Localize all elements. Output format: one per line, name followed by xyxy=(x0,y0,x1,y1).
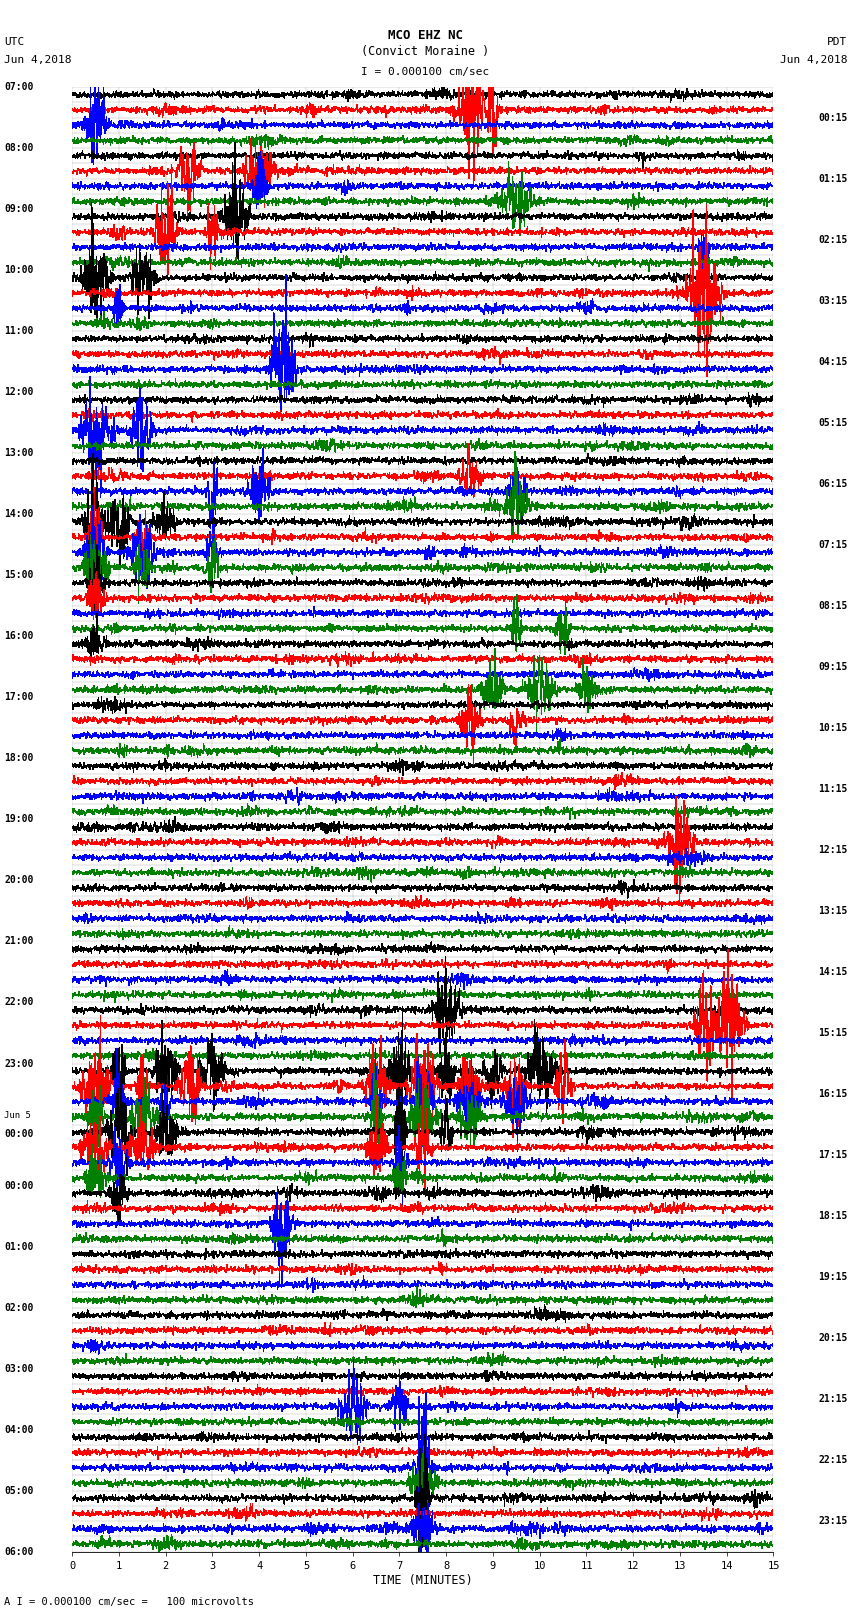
Text: 14:00: 14:00 xyxy=(4,510,34,519)
Text: 02:15: 02:15 xyxy=(818,234,847,245)
Text: (Convict Moraine ): (Convict Moraine ) xyxy=(361,45,489,58)
Text: 10:00: 10:00 xyxy=(4,265,34,276)
Text: Jun 4,2018: Jun 4,2018 xyxy=(4,55,71,65)
Text: 21:15: 21:15 xyxy=(818,1394,847,1405)
Text: 22:15: 22:15 xyxy=(818,1455,847,1465)
Text: 01:15: 01:15 xyxy=(818,174,847,184)
X-axis label: TIME (MINUTES): TIME (MINUTES) xyxy=(373,1574,473,1587)
Text: 05:15: 05:15 xyxy=(818,418,847,427)
Text: 15:00: 15:00 xyxy=(4,571,34,581)
Text: 04:00: 04:00 xyxy=(4,1424,34,1434)
Text: 13:00: 13:00 xyxy=(4,448,34,458)
Text: 16:00: 16:00 xyxy=(4,631,34,642)
Text: 21:00: 21:00 xyxy=(4,937,34,947)
Text: A I = 0.000100 cm/sec =   100 microvolts: A I = 0.000100 cm/sec = 100 microvolts xyxy=(4,1597,254,1607)
Text: 23:15: 23:15 xyxy=(818,1516,847,1526)
Text: 20:00: 20:00 xyxy=(4,876,34,886)
Text: 06:00: 06:00 xyxy=(4,1547,34,1557)
Text: 08:15: 08:15 xyxy=(818,600,847,611)
Text: 11:00: 11:00 xyxy=(4,326,34,336)
Text: 00:15: 00:15 xyxy=(818,113,847,123)
Text: 07:00: 07:00 xyxy=(4,82,34,92)
Text: 18:00: 18:00 xyxy=(4,753,34,763)
Text: UTC: UTC xyxy=(4,37,25,47)
Text: 00:00: 00:00 xyxy=(4,1181,34,1190)
Text: 06:15: 06:15 xyxy=(818,479,847,489)
Text: 01:00: 01:00 xyxy=(4,1242,34,1252)
Text: 04:15: 04:15 xyxy=(818,356,847,366)
Text: 02:00: 02:00 xyxy=(4,1303,34,1313)
Text: 08:00: 08:00 xyxy=(4,144,34,153)
Text: 10:15: 10:15 xyxy=(818,723,847,732)
Text: 12:00: 12:00 xyxy=(4,387,34,397)
Text: Jun 5: Jun 5 xyxy=(4,1111,31,1119)
Text: 19:00: 19:00 xyxy=(4,815,34,824)
Text: Jun 4,2018: Jun 4,2018 xyxy=(780,55,847,65)
Text: 05:00: 05:00 xyxy=(4,1486,34,1495)
Text: MCO EHZ NC: MCO EHZ NC xyxy=(388,29,462,42)
Text: 03:00: 03:00 xyxy=(4,1363,34,1374)
Text: I = 0.000100 cm/sec: I = 0.000100 cm/sec xyxy=(361,68,489,77)
Text: 22:00: 22:00 xyxy=(4,997,34,1008)
Text: 13:15: 13:15 xyxy=(818,907,847,916)
Text: 23:00: 23:00 xyxy=(4,1058,34,1068)
Text: 15:15: 15:15 xyxy=(818,1027,847,1039)
Text: 09:15: 09:15 xyxy=(818,661,847,673)
Text: 00:00: 00:00 xyxy=(4,1129,34,1139)
Text: 03:15: 03:15 xyxy=(818,295,847,306)
Text: 19:15: 19:15 xyxy=(818,1273,847,1282)
Text: 09:00: 09:00 xyxy=(4,205,34,215)
Text: 17:15: 17:15 xyxy=(818,1150,847,1160)
Text: PDT: PDT xyxy=(827,37,847,47)
Text: 07:15: 07:15 xyxy=(818,540,847,550)
Text: 17:00: 17:00 xyxy=(4,692,34,702)
Text: 20:15: 20:15 xyxy=(818,1332,847,1344)
Text: 12:15: 12:15 xyxy=(818,845,847,855)
Text: 11:15: 11:15 xyxy=(818,784,847,794)
Text: 16:15: 16:15 xyxy=(818,1089,847,1098)
Text: 18:15: 18:15 xyxy=(818,1211,847,1221)
Text: 14:15: 14:15 xyxy=(818,966,847,977)
